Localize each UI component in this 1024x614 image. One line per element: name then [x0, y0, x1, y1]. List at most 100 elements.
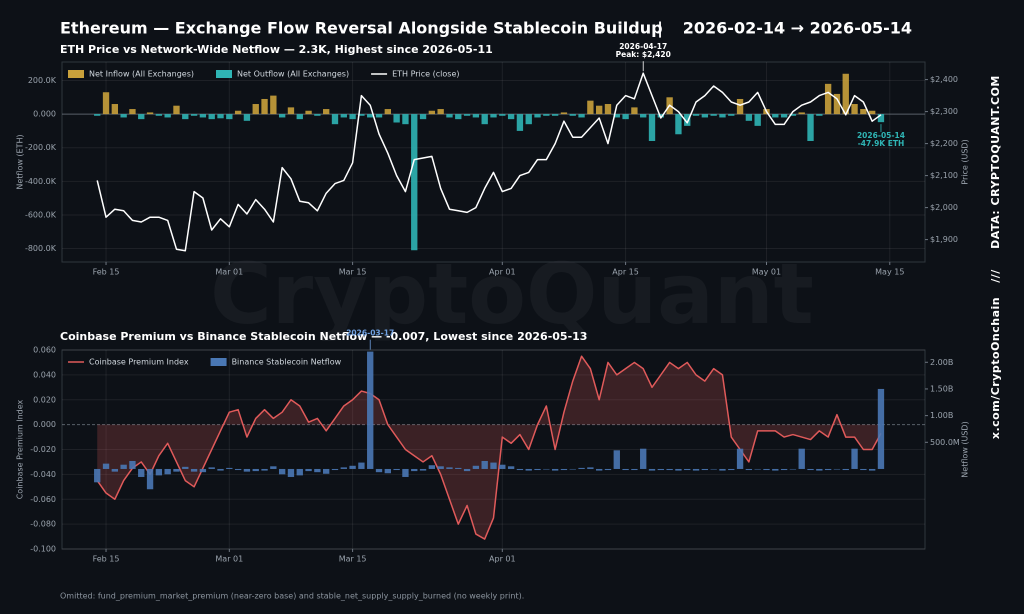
legend-swatch [68, 70, 84, 78]
bar [596, 105, 603, 115]
annotation-text: 2026-04-17 [619, 42, 667, 51]
bar [534, 114, 541, 118]
bar [754, 468, 761, 470]
x-tick-label: May 15 [875, 268, 904, 277]
bar [428, 110, 436, 115]
bar [587, 467, 594, 469]
bar [243, 114, 251, 121]
bar [569, 114, 576, 116]
bar [560, 112, 568, 115]
bar [824, 468, 832, 471]
bar [763, 468, 770, 471]
y-tick-label: -0.060 [30, 495, 56, 504]
plot-frame [61, 349, 926, 550]
y-tick-label: -400.0K [25, 177, 57, 186]
bar [692, 114, 700, 116]
bar [94, 114, 101, 116]
bar [463, 468, 471, 472]
bar [833, 468, 841, 470]
bar [384, 468, 391, 474]
bar [349, 465, 356, 469]
bar [252, 468, 259, 472]
bar [525, 114, 532, 125]
bar [684, 114, 691, 126]
bar [384, 109, 391, 115]
bar [402, 468, 409, 477]
bar [507, 466, 515, 469]
bar [182, 466, 189, 469]
bar [190, 114, 198, 116]
legend-swatch [216, 70, 232, 78]
bar [710, 114, 717, 116]
bar [463, 114, 471, 116]
bar [604, 104, 612, 115]
bar [560, 468, 568, 471]
chart-panel: ETH Price vs Network-Wide Netflow — 2.3K… [16, 42, 970, 276]
bar [648, 114, 656, 141]
bar [719, 468, 726, 471]
bar [331, 468, 339, 471]
bar [102, 92, 110, 115]
bar [146, 468, 154, 490]
bar [226, 467, 233, 469]
bar [622, 468, 629, 471]
bar [736, 448, 744, 469]
bar [208, 114, 215, 120]
bar [173, 468, 180, 472]
bar [270, 466, 277, 469]
x-tick-label: Apr 15 [612, 268, 639, 277]
bar [798, 112, 805, 115]
bar [261, 98, 268, 115]
date-range: 2026-02-14 → 2026-05-14 [683, 19, 912, 38]
y-tick-label: 0.040 [33, 370, 56, 379]
bar [102, 463, 110, 469]
bar [331, 114, 339, 125]
bar [798, 448, 805, 469]
line [96, 355, 882, 540]
bar [851, 104, 858, 115]
bar [631, 468, 638, 471]
bar [666, 468, 673, 471]
x-tick-label: Feb 15 [93, 268, 120, 277]
bar [860, 468, 867, 471]
legend-label: Coinbase Premium Index [89, 358, 189, 367]
bar [437, 109, 444, 115]
line [96, 72, 882, 252]
bar [543, 468, 550, 470]
bar [155, 468, 163, 476]
watermark: CryptoQuant [210, 245, 814, 343]
bar [736, 98, 744, 115]
y2-tick-label: $1,900 [930, 235, 958, 244]
side-divider: /// [989, 269, 1002, 283]
chart-panel: Coinbase Premium vs Binance Stablecoin N… [16, 329, 970, 564]
legend-label: Binance Stablecoin Netflow [232, 358, 342, 367]
bar [287, 107, 295, 115]
bar [490, 114, 497, 118]
y-tick-label: -800.0K [25, 244, 57, 253]
bar [358, 462, 365, 469]
annotation-text: 2026-03-17 [346, 329, 394, 338]
x-tick-label: Mar 01 [215, 268, 243, 277]
bar [499, 114, 506, 116]
bar [367, 114, 374, 118]
bar [596, 468, 603, 471]
bar [481, 460, 488, 469]
bar [261, 468, 268, 471]
bar [640, 448, 647, 469]
bar [428, 465, 436, 469]
bar [375, 468, 383, 473]
bar [164, 468, 171, 475]
bar [111, 468, 119, 472]
bar [640, 114, 647, 118]
bar [868, 110, 876, 115]
bar [226, 114, 233, 120]
annotation-text: 2026-05-14 [857, 131, 905, 140]
bar [833, 93, 841, 115]
bar [472, 114, 480, 118]
bar [129, 460, 136, 469]
bar [684, 468, 691, 471]
bar [129, 109, 136, 115]
bar [252, 104, 259, 115]
bar [446, 114, 453, 118]
